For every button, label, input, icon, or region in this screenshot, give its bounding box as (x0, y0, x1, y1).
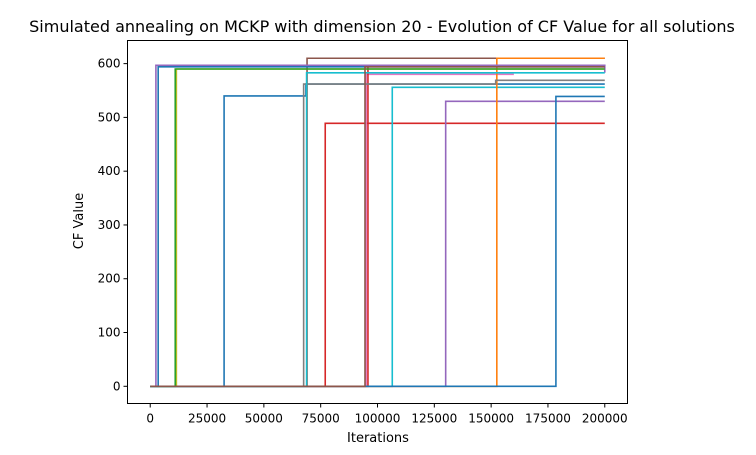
plot-frame (127, 40, 628, 404)
chart-title: Simulated annealing on MCKP with dimensi… (29, 17, 735, 36)
y-axis: 0 100 200 300 400 500 600 (98, 57, 128, 393)
y-tick-label: 300 (98, 218, 121, 232)
x-tick-label: 75000 (302, 412, 340, 426)
series-line-12 (150, 79, 605, 388)
series-line-4 (150, 122, 605, 388)
series-line-16 (150, 66, 605, 388)
series-line-11 (150, 66, 605, 388)
series-line-14 (150, 68, 605, 388)
series-line-3 (150, 57, 605, 388)
y-tick-label: 200 (98, 272, 121, 286)
x-tick-label: 175000 (525, 412, 571, 426)
y-tick-label: 400 (98, 164, 121, 178)
series-line-10 (150, 95, 605, 388)
series-line-1 (150, 68, 605, 388)
y-tick-label: 100 (98, 326, 121, 340)
x-tick-label: 50000 (245, 412, 283, 426)
series-group (150, 57, 606, 388)
y-tick-label: 500 (98, 110, 121, 124)
x-tick-label: 0 (146, 412, 154, 426)
series-line-2 (150, 83, 605, 388)
y-axis-label: CF Value (72, 193, 87, 249)
series-line-5 (150, 73, 514, 388)
series-line-7 (150, 86, 605, 388)
series-line-6 (150, 64, 605, 388)
series-line-13 (150, 64, 606, 388)
x-tick-label: 200000 (582, 412, 628, 426)
x-tick-label: 100000 (355, 412, 401, 426)
x-tick-label: 150000 (468, 412, 514, 426)
series-line-8 (150, 100, 605, 388)
y-tick-label: 600 (98, 57, 121, 71)
x-axis: 0 25000 50000 75000 100000 125000 150000 175000… (146, 403, 628, 426)
x-tick-label: 125000 (411, 412, 457, 426)
series-line-15 (150, 71, 605, 388)
series-line-9 (150, 57, 605, 388)
y-tick-label: 0 (113, 379, 121, 393)
x-tick-label: 25000 (188, 412, 226, 426)
x-axis-label: Iterations (347, 431, 409, 446)
